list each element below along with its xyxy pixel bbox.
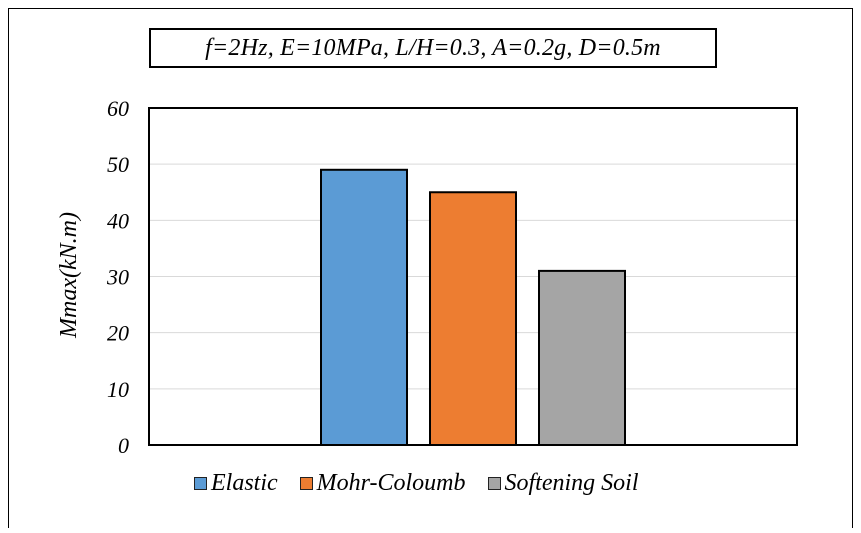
legend-item: Mohr-Coloumb bbox=[299, 470, 466, 497]
legend-label: Elastic bbox=[211, 470, 278, 496]
bars-layer bbox=[320, 168, 626, 447]
y-tick-label: 10 bbox=[107, 377, 129, 402]
y-tick-label: 60 bbox=[107, 96, 129, 121]
bar-mohr-coloumb bbox=[429, 191, 517, 446]
y-tick-labels: 0 10 20 30 40 50 60 bbox=[106, 96, 129, 458]
axis-layer bbox=[148, 107, 798, 446]
legend-label: Softening Soil bbox=[504, 470, 639, 496]
bar-softening-soil bbox=[538, 269, 626, 446]
y-tick-label: 50 bbox=[107, 152, 129, 177]
y-tick-label: 20 bbox=[107, 321, 129, 346]
y-axis-label: Mmax(kN.m) bbox=[56, 212, 82, 339]
chart-title: f=2Hz, E=10MPa, L/H=0.3, A=0.2g, D=0.5m bbox=[149, 28, 717, 68]
chart-legend: Elastic Mohr-Coloumb Softening Soil bbox=[194, 470, 639, 497]
legend-label: Mohr-Coloumb bbox=[316, 470, 466, 496]
chart-title-text: f=2Hz, E=10MPa, L/H=0.3, A=0.2g, D=0.5m bbox=[205, 34, 661, 61]
bar-elastic bbox=[320, 168, 408, 447]
legend-item: Elastic bbox=[194, 470, 278, 497]
y-tick-label: 30 bbox=[106, 265, 129, 290]
legend-swatch bbox=[487, 477, 501, 490]
y-tick-label: 40 bbox=[107, 208, 129, 233]
legend-swatch bbox=[194, 477, 207, 490]
legend-item: Softening Soil bbox=[487, 470, 639, 497]
y-tick-label: 0 bbox=[118, 433, 129, 458]
legend-swatch bbox=[299, 477, 313, 490]
plot-area-border bbox=[148, 107, 798, 446]
